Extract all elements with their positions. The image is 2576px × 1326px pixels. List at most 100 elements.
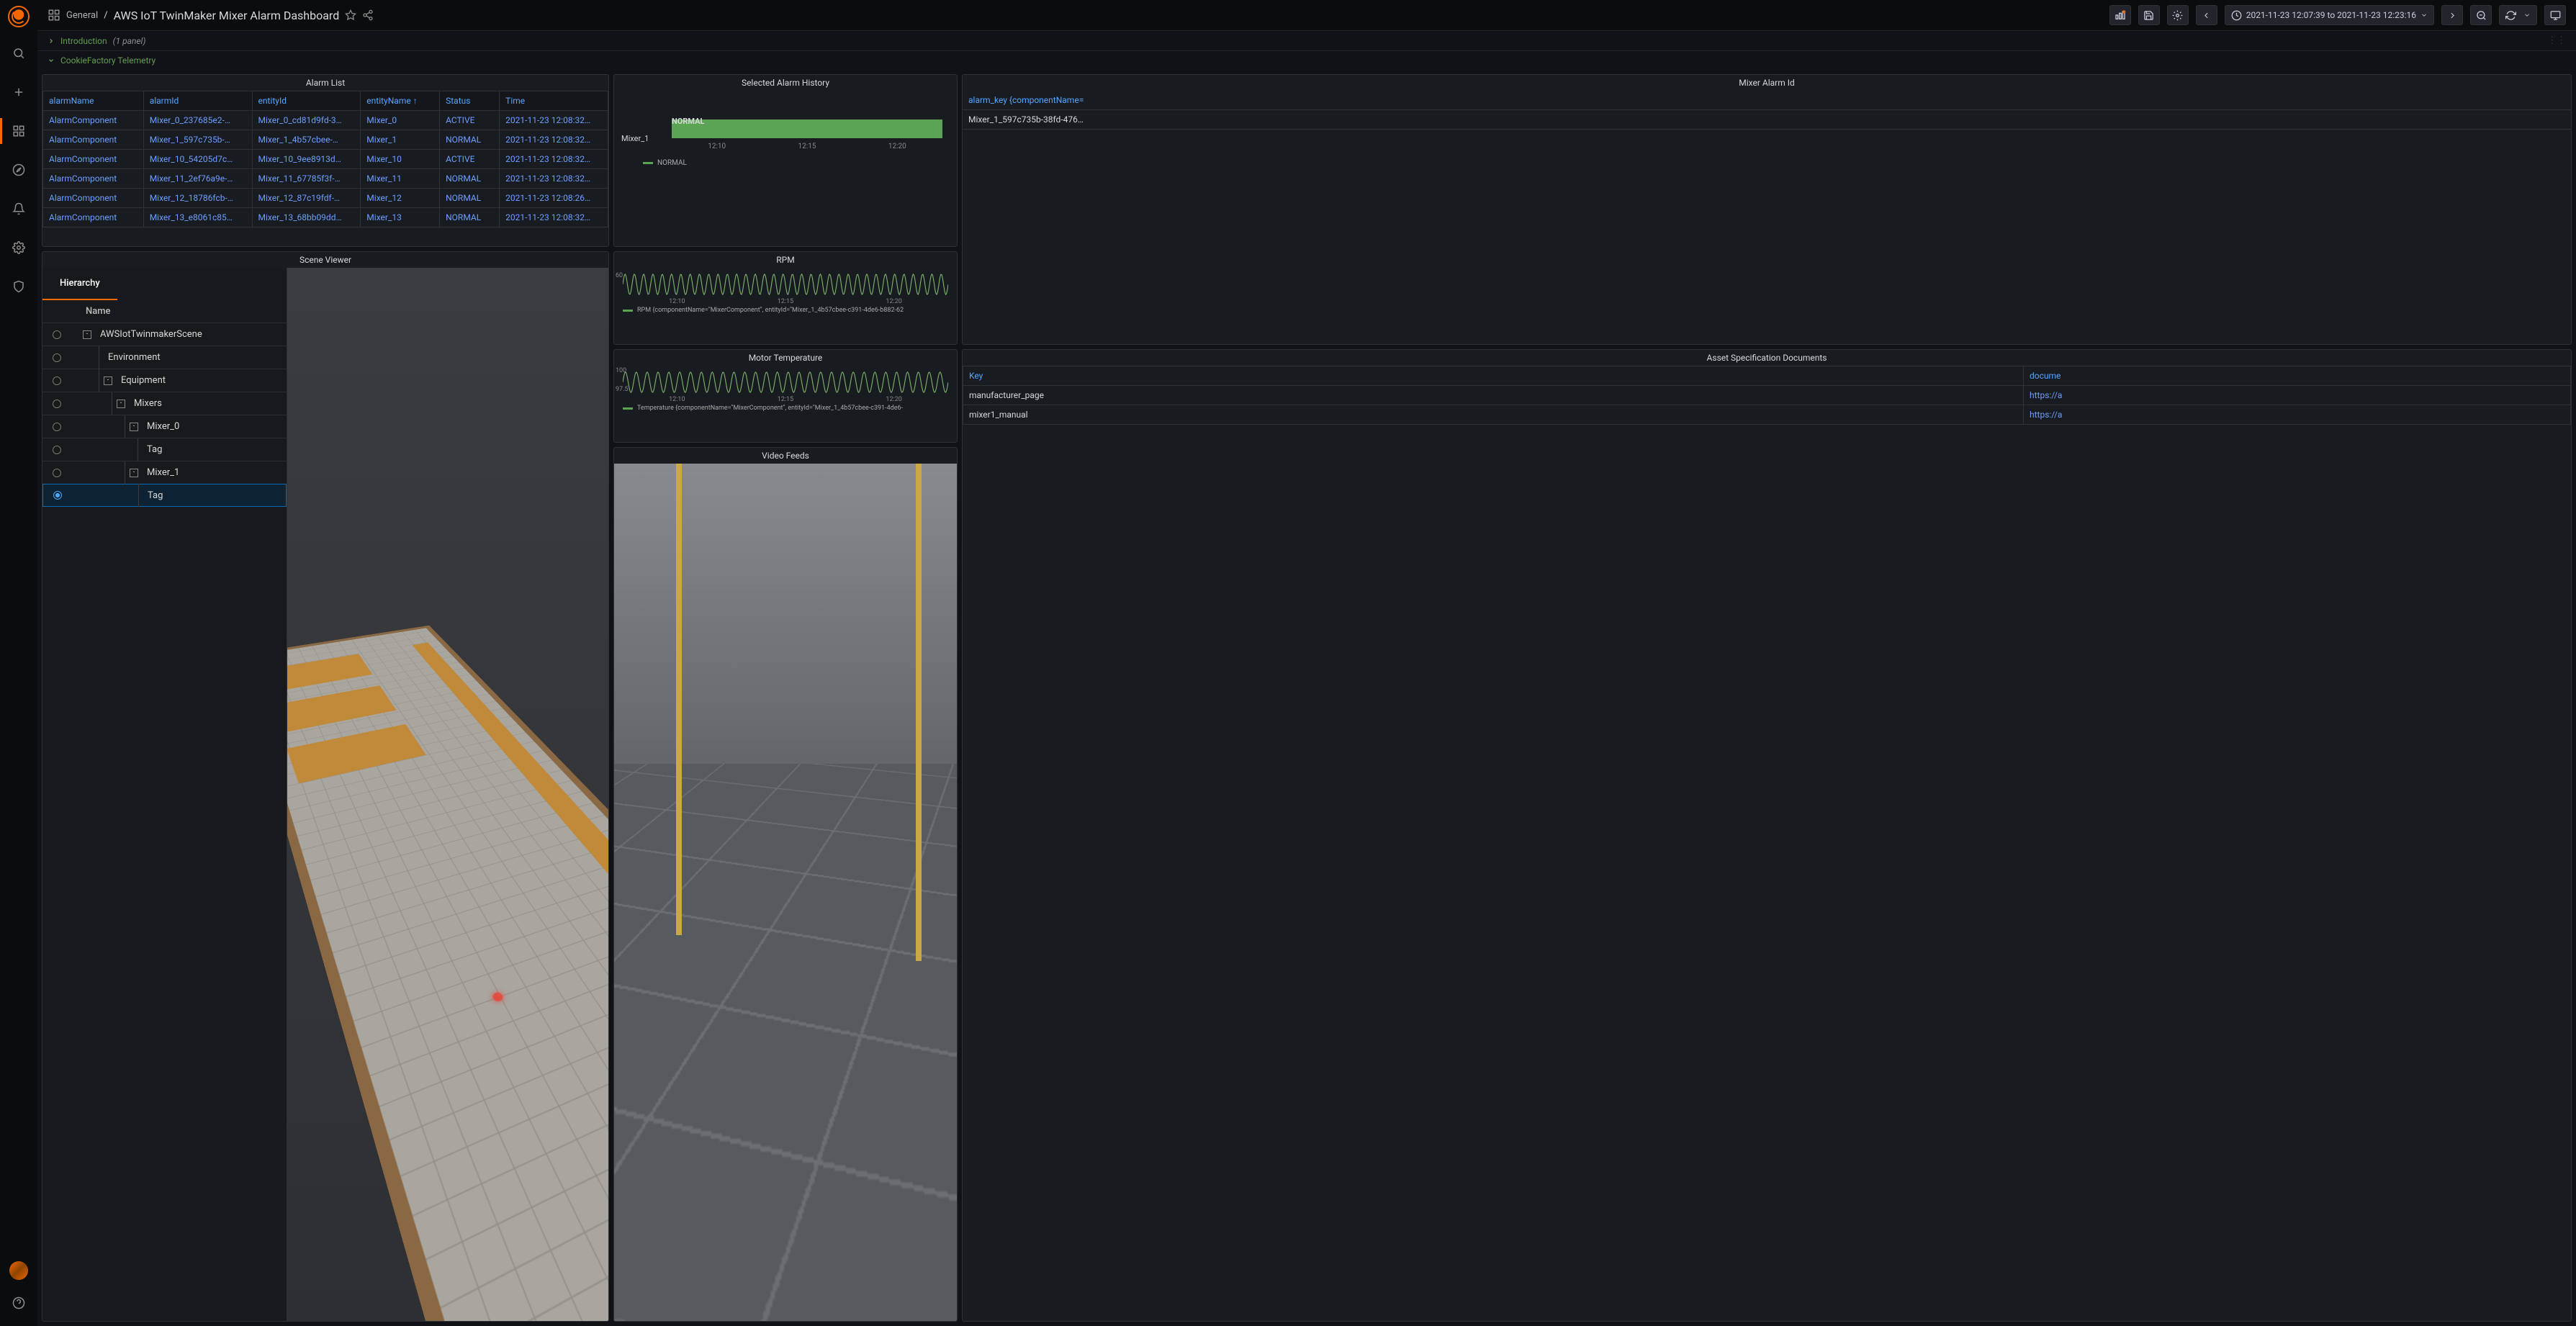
table-header[interactable]: Key bbox=[963, 366, 2024, 386]
legend-label: RPM {componentName="MixerComponent", ent… bbox=[637, 307, 904, 314]
table-header[interactable]: entityName ↑ bbox=[361, 91, 440, 111]
chevron-down-icon bbox=[2523, 12, 2531, 19]
tree-node[interactable]: Environment bbox=[42, 346, 287, 369]
tree-node[interactable]: Tag bbox=[42, 438, 287, 461]
tree-radio[interactable] bbox=[53, 423, 61, 431]
tree-radio[interactable] bbox=[53, 376, 61, 385]
settings-button[interactable] bbox=[2167, 5, 2189, 25]
scene-3d-viewport[interactable] bbox=[287, 268, 608, 1321]
tv-mode-button[interactable] bbox=[2544, 5, 2566, 25]
tree-radio[interactable] bbox=[53, 400, 61, 408]
table-cell: Mixer_1 bbox=[361, 130, 440, 150]
drag-handle-icon[interactable]: ⋮⋮ bbox=[2547, 35, 2566, 46]
table-cell: Mixer_13 bbox=[361, 208, 440, 227]
table-header[interactable]: Time bbox=[500, 91, 608, 111]
tree-node[interactable]: -Mixers bbox=[42, 392, 287, 415]
table-header[interactable]: alarmId bbox=[143, 91, 252, 111]
table-row[interactable]: AlarmComponentMixer_10_54205d7c…Mixer_10… bbox=[43, 150, 608, 169]
tree-label: Mixer_0 bbox=[147, 421, 179, 432]
panel-rpm: RPM 60 12:1012:1512:20 RPM {componentNam… bbox=[613, 251, 958, 345]
share-icon[interactable] bbox=[362, 9, 374, 21]
alerting-icon[interactable] bbox=[6, 196, 32, 222]
tree-radio[interactable] bbox=[53, 469, 61, 477]
add-panel-button[interactable] bbox=[2109, 5, 2131, 25]
panel-title: Selected Alarm History bbox=[614, 75, 957, 91]
history-bar bbox=[672, 119, 942, 138]
doc-link[interactable]: https://a bbox=[2024, 386, 2571, 405]
table-cell: 2021-11-23 12:08:32… bbox=[500, 111, 608, 130]
tree-node[interactable]: -Mixer_1 bbox=[42, 461, 287, 484]
config-icon[interactable] bbox=[6, 235, 32, 261]
table-cell: Mixer_11_2ef76a9e-… bbox=[143, 169, 252, 189]
star-icon[interactable] bbox=[345, 9, 356, 21]
tree-node[interactable]: Tag bbox=[42, 484, 287, 507]
table-row[interactable]: AlarmComponentMixer_13_e8061c85…Mixer_13… bbox=[43, 208, 608, 227]
search-icon[interactable] bbox=[6, 40, 32, 66]
tree-radio[interactable] bbox=[53, 491, 62, 500]
table-header[interactable]: entityId bbox=[252, 91, 361, 111]
table-row: mixer1_manualhttps://a bbox=[963, 405, 2571, 425]
explore-icon[interactable] bbox=[6, 157, 32, 183]
tree-toggle[interactable]: - bbox=[83, 330, 91, 339]
admin-icon[interactable] bbox=[6, 274, 32, 299]
tree-node[interactable]: -AWSIotTwinmakerScene bbox=[42, 323, 287, 346]
avatar[interactable] bbox=[9, 1261, 28, 1280]
tree-toggle[interactable]: - bbox=[117, 400, 125, 408]
kv-header: alarm_key {componentName= bbox=[963, 91, 2571, 110]
dashboard-list-icon[interactable] bbox=[48, 9, 60, 22]
section-telemetry[interactable]: CookieFactory Telemetry bbox=[37, 50, 2576, 70]
doc-link[interactable]: https://a bbox=[2024, 405, 2571, 425]
tree-radio[interactable] bbox=[53, 353, 61, 362]
section-introduction[interactable]: Introduction (1 panel) ⋮⋮ bbox=[37, 30, 2576, 50]
grafana-logo[interactable] bbox=[8, 6, 30, 27]
table-cell: Mixer_11_67785f3f-… bbox=[252, 169, 361, 189]
zoom-out-button[interactable] bbox=[2470, 5, 2492, 25]
time-next-button[interactable] bbox=[2441, 5, 2463, 25]
table-cell: Mixer_12 bbox=[361, 189, 440, 208]
time-prev-button[interactable] bbox=[2196, 5, 2217, 25]
section-title: CookieFactory Telemetry bbox=[60, 55, 156, 66]
table-cell: mixer1_manual bbox=[963, 405, 2024, 425]
x-tick: 12:20 bbox=[886, 298, 901, 305]
panel-alarm-id: Mixer Alarm Id alarm_key {componentName=… bbox=[962, 74, 2572, 345]
time-picker[interactable]: 2021-11-23 12:07:39 to 2021-11-23 12:23:… bbox=[2225, 5, 2434, 25]
breadcrumb-sep: / bbox=[104, 10, 107, 21]
tree-radio[interactable] bbox=[53, 330, 61, 339]
tree-radio[interactable] bbox=[53, 446, 61, 454]
video-viewport[interactable] bbox=[614, 464, 957, 1321]
table-cell: Mixer_13_e8061c85… bbox=[143, 208, 252, 227]
history-y-label: Mixer_1 bbox=[621, 134, 649, 143]
table-row[interactable]: AlarmComponentMixer_0_237685e2-…Mixer_0_… bbox=[43, 111, 608, 130]
breadcrumb-folder[interactable]: General bbox=[66, 10, 98, 21]
plus-icon[interactable] bbox=[6, 79, 32, 105]
x-tick: 12:15 bbox=[798, 143, 816, 150]
table-row[interactable]: AlarmComponentMixer_11_2ef76a9e-…Mixer_1… bbox=[43, 169, 608, 189]
tree-toggle[interactable]: - bbox=[130, 469, 138, 477]
panel-title: RPM bbox=[614, 252, 957, 268]
table-cell: AlarmComponent bbox=[43, 169, 144, 189]
tree-toggle[interactable]: - bbox=[130, 423, 138, 431]
help-icon[interactable] bbox=[6, 1290, 32, 1316]
table-header[interactable]: Status bbox=[440, 91, 500, 111]
save-button[interactable] bbox=[2138, 5, 2160, 25]
x-tick: 12:10 bbox=[669, 396, 685, 403]
tree-toggle[interactable]: - bbox=[104, 376, 112, 385]
dashboards-icon[interactable] bbox=[6, 118, 32, 144]
table-cell: 2021-11-23 12:08:32… bbox=[500, 150, 608, 169]
page-title: AWS IoT TwinMaker Mixer Alarm Dashboard bbox=[114, 9, 340, 22]
table-cell: Mixer_10_9ee8913d… bbox=[252, 150, 361, 169]
x-tick: 12:15 bbox=[778, 298, 793, 305]
table-cell: 2021-11-23 12:08:32… bbox=[500, 169, 608, 189]
table-header[interactable]: alarmName bbox=[43, 91, 144, 111]
table-header[interactable]: docume bbox=[2024, 366, 2571, 386]
chevron-down-icon bbox=[48, 57, 55, 64]
refresh-button[interactable] bbox=[2499, 5, 2537, 25]
table-cell: Mixer_0 bbox=[361, 111, 440, 130]
tree-node[interactable]: -Equipment bbox=[42, 369, 287, 392]
table-cell: Mixer_0_cd81d9fd-3… bbox=[252, 111, 361, 130]
tree-node[interactable]: - Mixer_0 bbox=[42, 415, 287, 438]
table-row[interactable]: AlarmComponentMixer_1_597c735b-…Mixer_1_… bbox=[43, 130, 608, 150]
temp-chart bbox=[623, 369, 948, 396]
tab-hierarchy[interactable]: Hierarchy bbox=[42, 268, 117, 300]
table-row[interactable]: AlarmComponentMixer_12_18786fcb-…Mixer_1… bbox=[43, 189, 608, 208]
